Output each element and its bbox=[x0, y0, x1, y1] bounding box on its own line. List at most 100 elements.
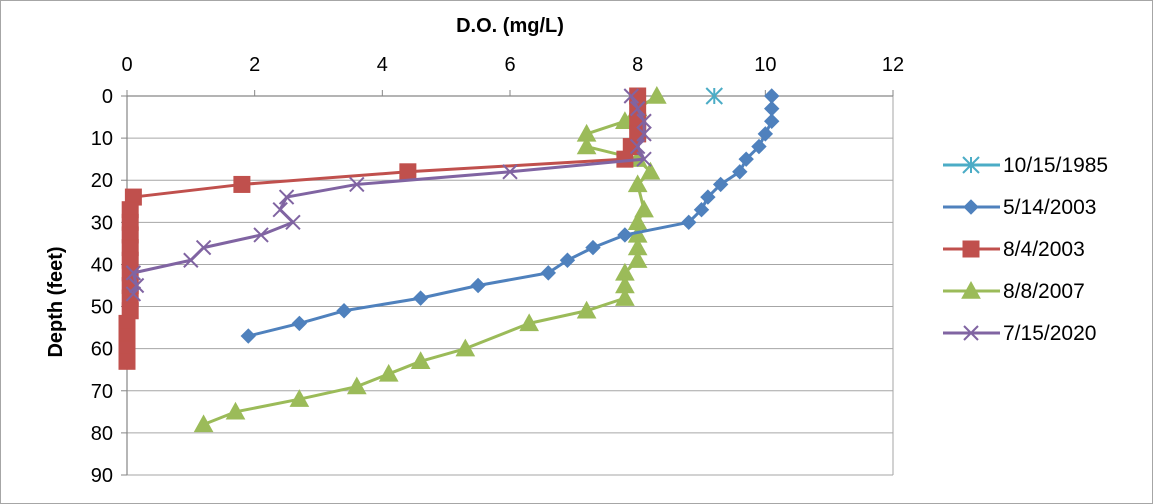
data-point-marker bbox=[540, 265, 557, 281]
data-point-marker bbox=[629, 100, 646, 117]
x-stroke bbox=[636, 126, 652, 142]
x-tick-label: 10 bbox=[754, 54, 776, 76]
data-point-marker bbox=[634, 199, 654, 218]
data-point-marker bbox=[693, 201, 710, 218]
data-point-marker bbox=[615, 288, 635, 306]
triangle-shape bbox=[615, 288, 635, 306]
data-point-marker bbox=[240, 328, 256, 344]
triangle-shape bbox=[410, 351, 431, 369]
data-point-marker bbox=[627, 174, 648, 193]
data-point-marker bbox=[278, 189, 295, 205]
data-point-marker bbox=[233, 175, 251, 193]
diamond-shape bbox=[764, 88, 780, 104]
data-point-marker bbox=[732, 164, 748, 180]
chart-title: D.O. (mg/L) bbox=[456, 15, 564, 37]
triangle-shape bbox=[519, 313, 539, 332]
data-point-marker bbox=[253, 227, 269, 243]
data-point-marker bbox=[412, 290, 429, 306]
x-tick-label: 4 bbox=[377, 54, 388, 76]
data-point-marker bbox=[291, 315, 308, 332]
triangle-shape bbox=[378, 363, 399, 382]
data-point-marker bbox=[576, 136, 597, 155]
x-stroke bbox=[349, 176, 365, 193]
legend: 10/15/1985 5/14/2003 8/4/2003 8/8/2007 7/15/… bbox=[943, 154, 1108, 345]
x-stroke bbox=[278, 189, 295, 205]
x-stroke bbox=[195, 239, 212, 256]
diamond-shape bbox=[291, 315, 308, 332]
legend-marker bbox=[962, 156, 980, 174]
data-point-marker bbox=[195, 239, 212, 256]
y-tick-label: 10 bbox=[91, 128, 113, 150]
x-stroke bbox=[128, 277, 145, 294]
legend-marker bbox=[962, 240, 980, 258]
square-shape bbox=[399, 163, 417, 181]
y-tick-label: 70 bbox=[91, 381, 113, 403]
triangle-shape bbox=[289, 389, 310, 407]
data-point-marker bbox=[738, 151, 754, 167]
x-tick-label: 0 bbox=[121, 54, 132, 76]
data-point-marker bbox=[764, 100, 780, 117]
diamond-shape bbox=[617, 227, 633, 243]
y-tick-label: 20 bbox=[91, 170, 113, 192]
x-stroke bbox=[125, 265, 142, 281]
diamond-shape bbox=[764, 113, 780, 129]
legend-marker bbox=[963, 325, 979, 341]
data-point-marker bbox=[764, 88, 780, 104]
series-2 bbox=[240, 88, 780, 344]
triangle-shape bbox=[627, 250, 648, 268]
y-tick-label: 0 bbox=[102, 86, 113, 108]
legend-label: 7/15/2020 bbox=[1003, 322, 1096, 345]
legend-item-2: 5/14/2003 bbox=[943, 196, 1096, 219]
legend-label: 8/8/2007 bbox=[1003, 280, 1085, 303]
data-point-marker bbox=[712, 176, 729, 193]
data-point-marker bbox=[399, 163, 417, 181]
x-stroke bbox=[285, 214, 301, 231]
data-point-marker bbox=[346, 376, 367, 395]
data-point-marker bbox=[272, 201, 288, 218]
data-point-marker bbox=[125, 286, 142, 302]
series-4 bbox=[193, 85, 667, 433]
diamond-shape bbox=[412, 290, 429, 306]
legend-marker bbox=[963, 199, 979, 215]
diamond-shape bbox=[559, 252, 576, 268]
legend-marker bbox=[961, 280, 981, 299]
data-point-marker bbox=[617, 227, 633, 243]
series-5 bbox=[125, 88, 652, 302]
series-3 bbox=[118, 87, 647, 370]
data-point-marker bbox=[470, 277, 486, 294]
diamond-shape bbox=[751, 138, 767, 155]
diamond-shape bbox=[732, 164, 748, 180]
diamond-shape bbox=[738, 151, 754, 167]
y-tick-label: 40 bbox=[91, 254, 113, 276]
data-point-marker bbox=[627, 250, 648, 268]
triangle-shape bbox=[646, 85, 667, 104]
diamond-shape bbox=[963, 199, 979, 215]
diamond-shape bbox=[470, 277, 486, 294]
x-stroke bbox=[125, 286, 142, 302]
legend-item-4: 8/8/2007 bbox=[943, 280, 1085, 303]
legend-item-1: 10/15/1985 bbox=[943, 154, 1108, 177]
diamond-shape bbox=[693, 201, 710, 218]
triangle-shape bbox=[225, 401, 246, 420]
data-point-marker bbox=[336, 303, 352, 319]
diamond-shape bbox=[700, 189, 716, 205]
data-point-marker bbox=[285, 214, 301, 231]
data-point-marker bbox=[410, 351, 431, 369]
triangle-shape bbox=[576, 136, 597, 155]
data-point-marker bbox=[225, 401, 246, 420]
square-shape bbox=[118, 352, 136, 370]
data-point-marker bbox=[289, 389, 310, 407]
diamond-shape bbox=[681, 214, 697, 231]
triangle-shape bbox=[634, 199, 654, 218]
diamond-shape bbox=[585, 239, 601, 256]
legend-item-3: 8/4/2003 bbox=[943, 238, 1085, 261]
diamond-shape bbox=[764, 100, 780, 117]
y-tick-label: 50 bbox=[91, 297, 113, 319]
y-tick-label: 80 bbox=[91, 423, 113, 445]
x-stroke bbox=[253, 227, 269, 243]
legend-label: 5/14/2003 bbox=[1003, 196, 1096, 219]
triangle-shape bbox=[640, 161, 661, 180]
triangle-shape bbox=[346, 376, 367, 395]
data-point-marker bbox=[629, 138, 646, 155]
